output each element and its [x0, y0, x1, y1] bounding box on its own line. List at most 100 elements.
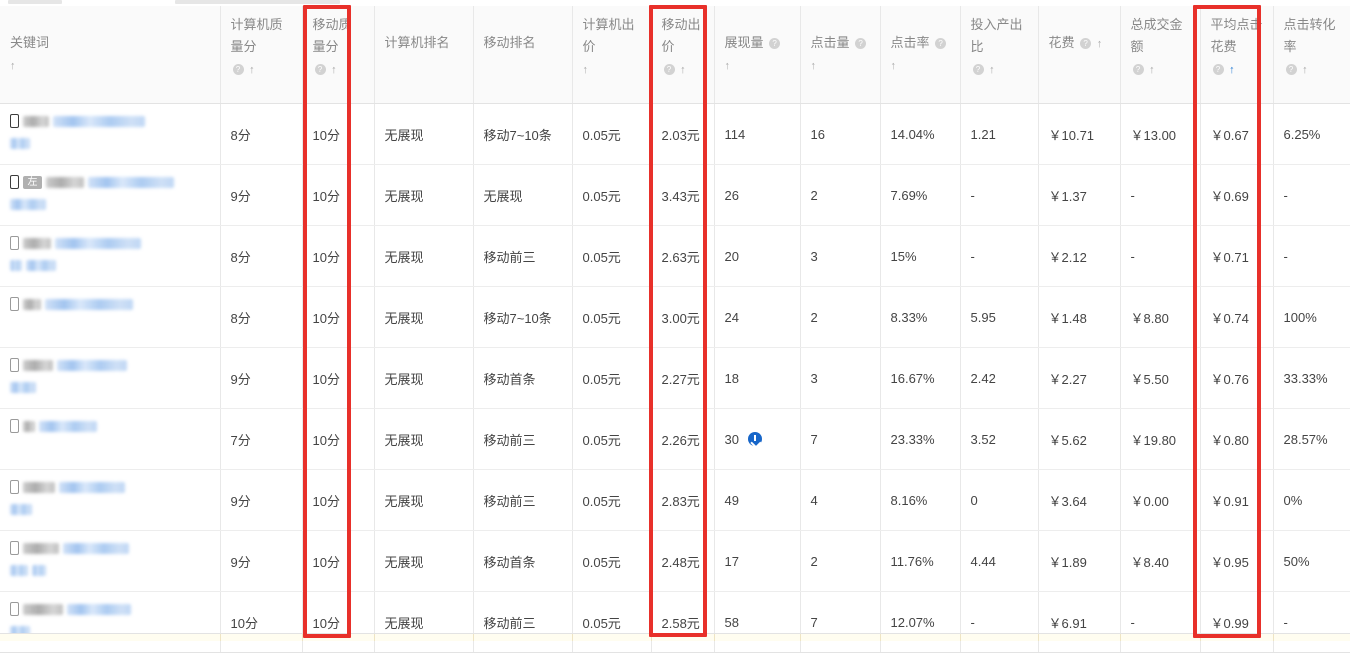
sort-arrow-icon[interactable]: ↑ [989, 63, 995, 76]
table-row[interactable]: 8分 10分 无展现 移动前三 0.05元 2.63元 20 3 15% - ￥2.12- ￥0.71… [0, 225, 1350, 287]
column-header-keyword[interactable]: 关键词 ↑ [0, 6, 221, 104]
keyword-cell[interactable] [0, 408, 221, 470]
sort-arrow-icon[interactable]: ↑ [680, 63, 686, 76]
sort-arrow-icon[interactable]: ↑ [1149, 63, 1155, 76]
cell-mobile-rank: 移动7~10条 [473, 103, 573, 165]
help-icon[interactable]: ? [663, 64, 675, 76]
help-icon[interactable]: ? [1132, 64, 1144, 76]
column-label-gmv: 总成交金额 [1130, 17, 1183, 54]
table-row[interactable]: 9分 10分 无展现 移动首条 0.05元 2.27元 18 3 16.67% 2.42 ￥2.27… [0, 347, 1350, 409]
sort-arrow-icon[interactable]: ↑ [724, 59, 731, 72]
help-icon[interactable]: ? [935, 38, 947, 50]
help-icon[interactable]: ? [1285, 64, 1297, 76]
cell-gmv: - [1120, 164, 1201, 226]
keyword-cell[interactable] [0, 469, 221, 531]
table-row[interactable]: 左 9分 10分 无展现 无展现 0.05元 3.43元 26 2 7.69% - ￥1.37- ￥0.… [0, 164, 1350, 226]
keyword-text-redacted [59, 481, 125, 493]
cell-clicks: 3 [800, 347, 881, 409]
cell-mobile-quality: 10分 [302, 469, 375, 531]
sort-arrow-icon[interactable]: ↑ [582, 63, 589, 76]
table-row[interactable]: 8分 10分 无展现 移动7~10条 0.05元 2.03元 114 16 14.04% 1.21… [0, 103, 1350, 165]
column-label-cvr: 点击转化率 [1283, 17, 1336, 54]
help-icon[interactable]: ? [232, 64, 244, 76]
sort-arrow-icon-active[interactable]: ↑ [1229, 63, 1235, 76]
help-icon[interactable]: ? [769, 38, 781, 50]
table-row[interactable]: 8分 10分 无展现 移动7~10条 0.05元 3.00元 24 2 8.33% 5.95 ￥1.… [0, 286, 1350, 348]
column-header-mobile-quality[interactable]: 移动质量分 ? ↑ [302, 6, 375, 104]
column-header-gmv[interactable]: 总成交金额 ? ↑ [1120, 6, 1201, 104]
mobile-phone-icon [10, 175, 19, 189]
table-row[interactable]: 9分 10分 无展现 移动首条 0.05元 2.48元 17 2 11.76% 4.44 ￥1.89… [0, 530, 1350, 592]
cell-pc-rank: 无展现 [374, 469, 474, 531]
cell-clicks: 2 [800, 530, 881, 592]
keyword-cell[interactable] [0, 347, 221, 409]
column-header-mobile-bid[interactable]: 移动出价 ? ↑ [651, 6, 715, 104]
keyword-cell[interactable] [0, 530, 221, 592]
table-row[interactable]: 10分 10分 无展现 移动前三 0.05元 2.58元 58 7 12.07% - ￥6.91- ￥… [0, 591, 1350, 653]
column-header-cvr[interactable]: 点击转化率 ? ↑ [1273, 6, 1350, 104]
keyword-text-redacted [23, 359, 53, 371]
cell-pc-bid: 0.05元 [572, 164, 652, 226]
keyword-cell[interactable]: 左 [0, 164, 221, 226]
sort-arrow-icon[interactable]: ↑ [10, 59, 16, 72]
ghost-control-left [8, 0, 62, 4]
sort-arrow-icon[interactable]: ↑ [1096, 37, 1103, 50]
column-header-impressions[interactable]: 展现量 ? ↑ [714, 6, 801, 104]
column-label-cost: 花费 [1048, 35, 1075, 50]
cell-gmv: - [1120, 225, 1201, 287]
cell-mobile-rank: 移动前三 [473, 408, 573, 470]
cell-mobile-bid: 2.03元 [651, 103, 715, 165]
column-header-clicks[interactable]: 点击量 ? ↑ [800, 6, 881, 104]
cell-cost: ￥2.12 [1038, 225, 1121, 287]
cell-cpc: ￥0.76 [1200, 347, 1274, 409]
cell-gmv: ￥19.80 [1120, 408, 1201, 470]
sort-arrow-icon[interactable]: ↑ [810, 59, 817, 72]
help-icon[interactable]: ? [1080, 38, 1092, 50]
keyword-cell[interactable] [0, 103, 221, 165]
column-header-pc-quality[interactable]: 计算机质量分 ? ↑ [220, 6, 303, 104]
keyword-cell[interactable] [0, 225, 221, 287]
table-row[interactable]: 9分 10分 无展现 移动前三 0.05元 2.83元 49 4 8.16% 0 ￥3.64 ￥0.0… [0, 469, 1350, 531]
column-header-mobile-rank[interactable]: 移动排名 [473, 6, 573, 104]
keyword-text-redacted [23, 542, 59, 554]
mobile-phone-icon [10, 114, 19, 128]
top-cutoff-strip [0, 0, 1350, 6]
sort-arrow-icon[interactable]: ↑ [1302, 63, 1308, 76]
table-row[interactable]: 7分 10分 无展现 移动前三 0.05元 2.26元 30 7 23.33% 3.52 ￥5.62… [0, 408, 1350, 470]
cell-ctr: 15% [880, 225, 961, 287]
cell-roi: 2.42 [960, 347, 1039, 409]
keyword-subtext-redacted [10, 381, 36, 393]
cell-roi: - [960, 591, 1039, 653]
keyword-cell[interactable] [0, 286, 221, 348]
column-header-cpc[interactable]: 平均点击花费 ? ↑ [1200, 6, 1274, 104]
help-icon[interactable]: ? [855, 38, 867, 50]
cell-cvr: 28.57% [1273, 408, 1350, 470]
help-icon[interactable]: ? [1212, 64, 1224, 76]
download-arrow-icon[interactable] [747, 432, 762, 446]
keyword-cell[interactable] [0, 591, 221, 653]
column-header-pc-rank[interactable]: 计算机排名 [374, 6, 474, 104]
cell-pc-rank: 无展现 [374, 408, 474, 470]
column-header-pc-bid[interactable]: 计算机出价 ↑ [572, 6, 652, 104]
keyword-text-redacted [23, 237, 51, 249]
column-label-cpc: 平均点击花费 [1210, 17, 1263, 54]
column-header-cost[interactable]: 花费 ? ↑ [1038, 6, 1121, 104]
cell-gmv: ￥8.40 [1120, 530, 1201, 592]
sort-arrow-icon[interactable]: ↑ [890, 59, 897, 72]
help-icon[interactable]: ? [314, 64, 326, 76]
keyword-subtext-redacted [10, 137, 30, 149]
cell-impressions: 17 [714, 530, 801, 592]
column-label-pc-bid: 计算机出价 [582, 17, 635, 54]
sort-arrow-icon[interactable]: ↑ [249, 63, 255, 76]
cell-impressions: 49 [714, 469, 801, 531]
cell-cost: ￥3.64 [1038, 469, 1121, 531]
keyword-text-redacted [45, 298, 133, 310]
column-header-roi[interactable]: 投入产出比 ? ↑ [960, 6, 1039, 104]
keyword-text-redacted [63, 542, 129, 554]
column-header-ctr[interactable]: 点击率 ? ↑ [880, 6, 961, 104]
help-icon[interactable]: ? [972, 64, 984, 76]
mobile-phone-icon [10, 419, 19, 433]
cell-mobile-rank: 移动前三 [473, 469, 573, 531]
mobile-phone-icon [10, 297, 19, 311]
sort-arrow-icon[interactable]: ↑ [331, 63, 337, 76]
